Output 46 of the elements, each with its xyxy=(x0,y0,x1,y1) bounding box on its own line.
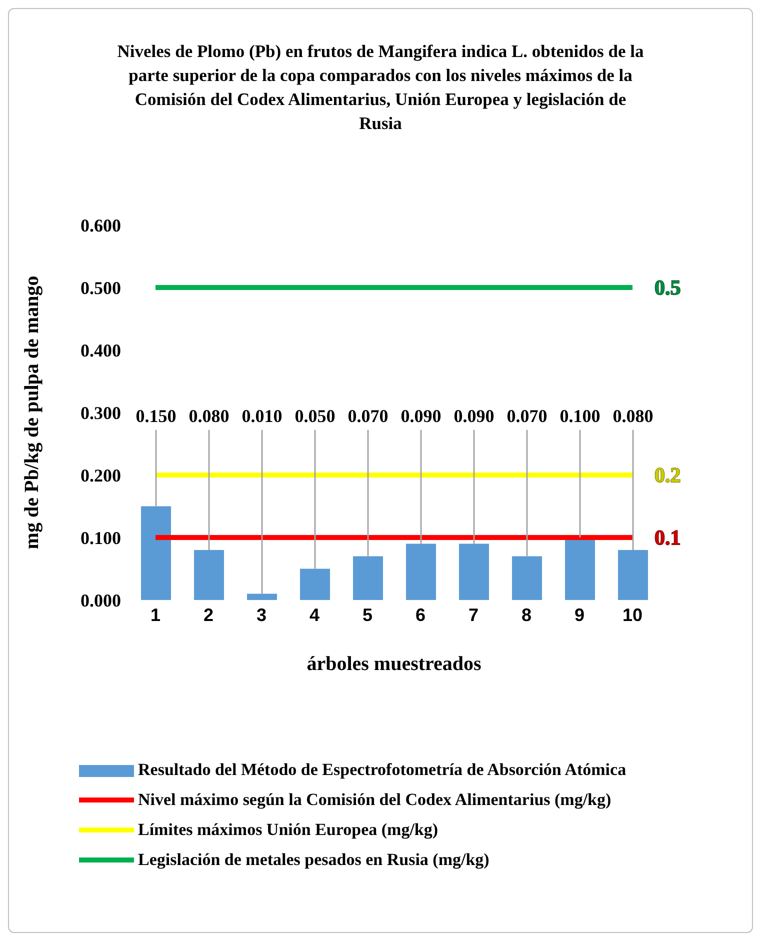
chart-title: Niveles de Plomo (Pb) en frutos de Mangifera indica L. obtenidos de la parte superior de la copa comparados con los niveles máximos de la Comisión del Codex Alimentarius, Unión Europea y legislación de Rusia xyxy=(116,40,645,135)
data-label: 0.050 xyxy=(294,406,336,426)
bar xyxy=(406,544,436,600)
x-axis-title: árboles muestreados xyxy=(306,653,482,675)
y-tick-label: 0.200 xyxy=(80,465,121,486)
bar xyxy=(512,556,542,600)
data-label: 0.150 xyxy=(136,406,176,426)
x-tick-label: 10 xyxy=(622,604,643,625)
legend-label: Nivel máximo según la Comisión del Codex Alimentarius (mg/kg) xyxy=(138,790,612,810)
x-tick-label: 7 xyxy=(468,604,479,625)
x-tick-label: 1 xyxy=(150,604,161,625)
x-tick-label: 6 xyxy=(415,604,426,625)
data-label: 0.1 xyxy=(654,526,681,550)
bar xyxy=(353,556,383,600)
bar xyxy=(247,594,277,600)
data-label: 0.2 xyxy=(654,463,681,487)
bar xyxy=(459,544,489,600)
legend-label: Resultado del Método de Espectrofotometría de Absorción Atómica xyxy=(138,760,626,780)
data-label: 0.090 xyxy=(454,406,494,426)
bar xyxy=(618,550,648,600)
data-label: 0.090 xyxy=(400,406,442,426)
y-axis-title: mg de Pb/kg de pulpa de mango xyxy=(21,276,44,550)
y-tick-label: 0.100 xyxy=(80,528,121,548)
data-label: 0.070 xyxy=(348,406,388,426)
bar xyxy=(194,550,224,600)
data-label: 0.5 xyxy=(654,276,681,300)
x-tick-label: 4 xyxy=(309,604,320,625)
x-tick-label: 9 xyxy=(574,604,585,625)
x-tick-label: 2 xyxy=(203,604,214,625)
data-label: 0.010 xyxy=(242,406,282,426)
y-tick-label: 0.500 xyxy=(80,278,121,298)
y-tick-label: 0.400 xyxy=(80,340,121,360)
y-tick-label: 0.000 xyxy=(80,590,121,610)
bar xyxy=(141,506,171,600)
data-label: 0.100 xyxy=(560,406,600,426)
data-label: 0.070 xyxy=(506,406,548,426)
legend-label: Límites máximos Unión Europea (mg/kg) xyxy=(138,820,438,840)
x-tick-label: 5 xyxy=(362,604,373,625)
x-tick-label: 8 xyxy=(521,604,532,625)
data-label: 0.080 xyxy=(612,406,654,426)
data-label: 0.080 xyxy=(188,406,230,426)
bar xyxy=(300,568,330,600)
legend-label: Legislación de metales pesados en Rusia (mg/kg) xyxy=(138,850,490,870)
y-tick-label: 0.600 xyxy=(80,215,121,236)
x-tick-label: 3 xyxy=(256,604,267,625)
y-tick-label: 0.300 xyxy=(80,402,121,423)
